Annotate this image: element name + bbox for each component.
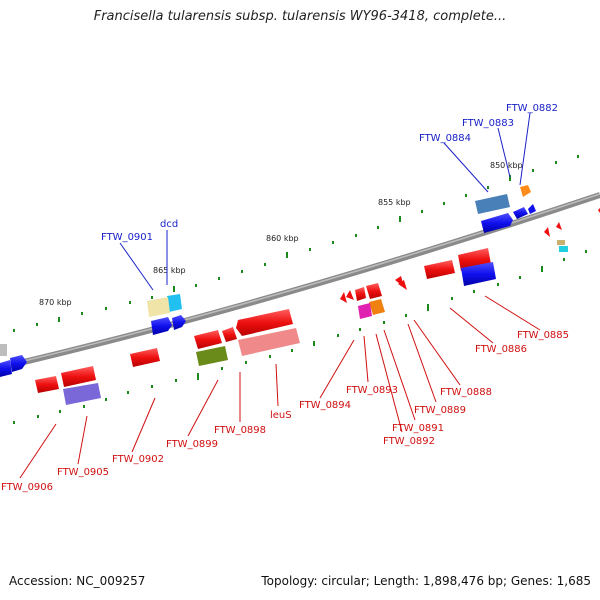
gene-feature-red-small[interactable]	[544, 227, 550, 237]
gene-label-ftw-0888[interactable]: FTW_0888	[440, 387, 492, 398]
gene-feature-tan[interactable]	[557, 240, 565, 245]
gene-label-ftw-0883[interactable]: FTW_0883	[462, 118, 514, 129]
gene-label-ftw-0882[interactable]: FTW_0882	[506, 103, 558, 114]
bottom-gene-labels: FTW_0885 FTW_0886 FTW_0888 FTW_0889 FTW_…	[1, 295, 569, 493]
scale-label-860: 860 kbp	[266, 234, 299, 243]
gene-label-dcd[interactable]: dcd	[160, 219, 178, 230]
gene-label-ftw-0901[interactable]: FTW_0901	[101, 232, 153, 243]
gene-feature-ftw-0899[interactable]	[194, 330, 222, 349]
gene-feature-ftw-0894[interactable]	[346, 290, 354, 300]
gene-label-leus[interactable]: leuS	[270, 410, 292, 421]
gene-label-ftw-0893[interactable]: FTW_0893	[346, 385, 398, 396]
outer-tick-ring	[13, 155, 579, 332]
gene-feature-blue-e[interactable]	[461, 262, 496, 286]
gene-feature-ftw-0898[interactable]	[238, 328, 300, 356]
gene-feature-blue-b[interactable]	[481, 213, 513, 233]
gene-feature-ftw-0891[interactable]	[366, 283, 382, 299]
gene-label-ftw-0898[interactable]: FTW_0898	[214, 425, 266, 436]
gene-feature-blue-edge-a[interactable]	[0, 360, 12, 377]
gene-feature-olive[interactable]	[196, 346, 228, 366]
gene-label-ftw-0902[interactable]: FTW_0902	[112, 454, 164, 465]
forward-strand-features	[0, 185, 600, 377]
map-title: Francisella tularensis subsp. tularensis…	[93, 9, 507, 24]
gene-label-ftw-0906[interactable]: FTW_0906	[1, 482, 53, 493]
gene-feature-ftw-0902[interactable]	[130, 348, 160, 367]
genome-summary-text: Topology: circular; Length: 1,898,476 bp…	[261, 574, 591, 588]
gene-feature-blue-edge-b[interactable]	[10, 355, 27, 372]
gene-feature-blue-c[interactable]	[151, 317, 172, 335]
gene-feature-ftw-0901[interactable]	[147, 297, 170, 317]
gene-feature-red-h[interactable]	[222, 327, 237, 342]
gene-label-ftw-0892[interactable]: FTW_0892	[383, 436, 435, 447]
gene-feature-ftw-0884[interactable]	[475, 194, 510, 214]
gene-feature-ftw-0892[interactable]	[369, 299, 385, 315]
gene-feature-grey-edge[interactable]	[0, 344, 7, 356]
gene-feature-ftw-0883[interactable]	[528, 204, 536, 214]
gene-feature-cyan[interactable]	[559, 246, 568, 252]
gene-label-ftw-0899[interactable]: FTW_0899	[166, 439, 218, 450]
gene-feature-red-g[interactable]	[340, 292, 347, 303]
gene-feature-ftw-0882[interactable]	[520, 185, 531, 197]
scale-label-855: 855 kbp	[378, 198, 411, 207]
gene-label-ftw-0885[interactable]: FTW_0885	[517, 330, 569, 341]
gene-feature-red-f[interactable]	[355, 287, 366, 301]
gene-feature-ftw-0906[interactable]	[35, 376, 59, 393]
gene-feature-purple[interactable]	[63, 383, 101, 405]
gene-label-ftw-0886[interactable]: FTW_0886	[475, 344, 527, 355]
accession-text: Accession: NC_009257	[9, 574, 146, 588]
gene-feature-red-tiny[interactable]	[556, 222, 562, 230]
gene-label-ftw-0905[interactable]: FTW_0905	[57, 467, 109, 478]
gene-feature-ftw-0905[interactable]	[61, 366, 96, 387]
gene-feature-ftw-0893[interactable]	[358, 303, 372, 319]
gene-label-ftw-0884[interactable]: FTW_0884	[419, 133, 471, 144]
gene-feature-red-ftw-0889[interactable]	[398, 280, 407, 290]
scale-label-865: 865 kbp	[153, 266, 186, 275]
gene-label-ftw-0889[interactable]: FTW_0889	[414, 405, 466, 416]
gene-label-ftw-0894[interactable]: FTW_0894	[299, 400, 351, 411]
gene-feature-blue-d[interactable]	[172, 315, 186, 330]
reverse-strand-features	[35, 248, 496, 405]
gene-feature-dcd[interactable]	[167, 294, 182, 312]
gene-feature-ftw-0886[interactable]	[424, 260, 455, 279]
gene-feature-leus[interactable]	[236, 309, 293, 336]
gene-label-ftw-0891[interactable]: FTW_0891	[392, 423, 444, 434]
scale-label-870: 870 kbp	[39, 298, 72, 307]
top-gene-labels: FTW_0882 FTW_0883 FTW_0884 dcd FTW_0901	[101, 103, 558, 291]
scale-label-850: 850 kbp	[490, 161, 523, 170]
inner-tick-ring	[13, 250, 587, 424]
gene-feature-blue-a[interactable]	[513, 207, 528, 219]
